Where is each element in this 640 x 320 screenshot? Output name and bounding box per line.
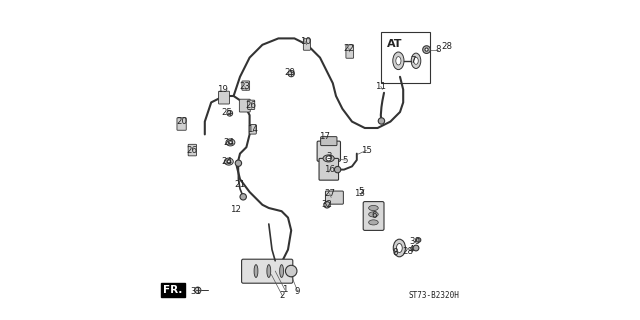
Text: 14: 14 — [247, 125, 259, 134]
Text: 31: 31 — [190, 287, 202, 296]
Ellipse shape — [226, 139, 235, 146]
FancyBboxPatch shape — [242, 81, 250, 90]
FancyBboxPatch shape — [346, 45, 354, 58]
Ellipse shape — [393, 52, 404, 70]
Text: 6: 6 — [372, 212, 377, 220]
Text: ST73-B2320H: ST73-B2320H — [408, 291, 459, 300]
Circle shape — [227, 160, 231, 164]
Circle shape — [423, 46, 430, 53]
Ellipse shape — [369, 220, 378, 225]
FancyBboxPatch shape — [364, 202, 384, 230]
FancyBboxPatch shape — [219, 91, 230, 104]
Text: 13: 13 — [355, 189, 365, 198]
Text: 28: 28 — [441, 42, 452, 51]
Ellipse shape — [369, 205, 378, 211]
FancyBboxPatch shape — [177, 118, 186, 130]
FancyBboxPatch shape — [248, 100, 255, 109]
FancyBboxPatch shape — [242, 259, 293, 283]
Text: 21: 21 — [234, 180, 246, 188]
Circle shape — [195, 287, 201, 293]
Circle shape — [416, 238, 421, 242]
Circle shape — [285, 265, 297, 277]
Text: 25: 25 — [221, 108, 233, 116]
Text: 26: 26 — [246, 101, 257, 110]
FancyBboxPatch shape — [239, 99, 250, 112]
Text: 5: 5 — [343, 156, 348, 164]
Text: 29: 29 — [284, 68, 295, 76]
Text: FR.: FR. — [163, 284, 182, 295]
Text: 19: 19 — [217, 85, 228, 94]
Text: AT: AT — [387, 39, 402, 49]
Text: 20: 20 — [176, 117, 188, 126]
Ellipse shape — [414, 57, 419, 64]
Text: 10: 10 — [300, 37, 311, 46]
Text: 17: 17 — [319, 132, 330, 140]
FancyBboxPatch shape — [381, 32, 430, 83]
Circle shape — [378, 118, 385, 124]
Ellipse shape — [369, 212, 378, 217]
Text: 28: 28 — [403, 247, 413, 256]
Circle shape — [227, 110, 233, 116]
FancyBboxPatch shape — [249, 124, 256, 134]
Text: 3: 3 — [327, 152, 332, 161]
Circle shape — [324, 202, 330, 208]
FancyBboxPatch shape — [188, 144, 196, 156]
Text: 22: 22 — [343, 44, 355, 52]
Circle shape — [425, 48, 428, 51]
Text: 9: 9 — [295, 287, 300, 296]
Text: 2: 2 — [280, 292, 285, 300]
Text: 12: 12 — [230, 205, 241, 214]
FancyBboxPatch shape — [303, 39, 310, 50]
FancyBboxPatch shape — [317, 141, 340, 161]
Text: 24: 24 — [221, 157, 233, 166]
Circle shape — [288, 70, 294, 77]
Ellipse shape — [254, 265, 258, 277]
FancyBboxPatch shape — [326, 191, 344, 204]
Text: 15: 15 — [361, 146, 372, 155]
Text: 4: 4 — [408, 245, 414, 254]
Text: 27: 27 — [324, 189, 335, 198]
Circle shape — [236, 160, 242, 166]
Text: 11: 11 — [375, 82, 387, 91]
Ellipse shape — [396, 57, 401, 65]
Text: 8: 8 — [392, 248, 398, 257]
FancyBboxPatch shape — [321, 137, 337, 146]
Circle shape — [228, 140, 232, 144]
Text: 7: 7 — [410, 56, 415, 65]
Text: 26: 26 — [186, 146, 198, 155]
Ellipse shape — [393, 239, 406, 257]
FancyBboxPatch shape — [319, 158, 339, 180]
Text: 30: 30 — [409, 237, 420, 246]
Circle shape — [335, 166, 341, 173]
Ellipse shape — [225, 158, 234, 165]
Text: 32: 32 — [321, 200, 332, 209]
Text: 8: 8 — [436, 45, 441, 54]
Text: 23: 23 — [239, 82, 250, 91]
Circle shape — [326, 156, 332, 161]
Text: 1: 1 — [282, 285, 287, 294]
Ellipse shape — [267, 265, 271, 277]
Ellipse shape — [397, 244, 403, 252]
Circle shape — [240, 194, 246, 200]
Text: 5: 5 — [359, 188, 364, 196]
Text: 24: 24 — [223, 138, 234, 147]
Ellipse shape — [280, 265, 284, 277]
Ellipse shape — [412, 53, 421, 68]
Circle shape — [413, 245, 419, 251]
Ellipse shape — [323, 155, 334, 162]
Text: 16: 16 — [324, 165, 335, 174]
